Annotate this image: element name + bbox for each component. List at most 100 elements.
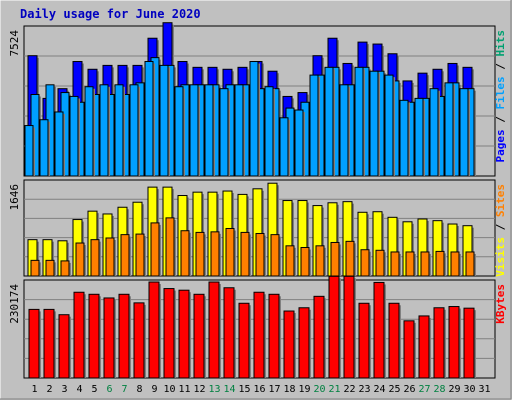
legend-kbytes: KBytes [494,284,507,324]
bar-sites [165,217,175,277]
panel-bottom: 230174 KBytes [8,275,507,379]
bar-kbytes [163,288,175,379]
panel-top: 7524 Pages / Files / Hits [8,22,507,177]
bar-sites [195,231,205,277]
bar-sites [435,250,445,277]
bar-hits [444,82,454,177]
bar-hits [279,117,289,177]
panel-bottom-ymax-label: 230174 [8,284,21,324]
bar-kbytes [223,287,235,379]
x-tick-label: 14 [223,384,235,395]
bar-hits [174,86,184,177]
bar-kbytes [88,293,100,379]
bar-sites [390,251,400,277]
x-tick-label: 11 [178,384,190,395]
bar-kbytes [103,297,115,379]
bar-kbytes [283,310,295,379]
bar-kbytes [268,293,280,379]
x-tick-label: 17 [268,384,280,395]
x-tick-label: 28 [433,384,445,395]
panel-middle: 1646 Visits / Sites [8,179,507,277]
bar-hits [369,70,379,177]
bar-hits [399,99,409,177]
bar-hits [69,95,79,177]
x-tick-label: 4 [76,384,82,395]
bar-hits [384,74,394,177]
x-tick-label: 10 [163,384,175,395]
bar-kbytes [253,291,265,379]
bar-sites [375,249,385,277]
x-tick-label: 18 [283,384,295,395]
bar-hits [99,84,109,177]
panel-middle-legend: Visits / Sites [494,184,507,277]
bar-kbytes [58,314,70,379]
bar-kbytes [28,308,40,379]
bar-hits [459,88,469,177]
bar-kbytes [208,281,220,379]
bar-sites [150,222,160,277]
x-tick-label: 2 [46,384,52,395]
bar-hits [339,84,349,177]
bar-sites [90,239,100,277]
bar-sites [75,242,85,277]
x-axis-labels: 1 2 3 4 5 6 7 8 9 10 11 12 13 14 15 16 17 18 19 20 21 22 23 24 2… [31,384,490,395]
panel-middle-ymax-label: 1646 [8,184,21,211]
bar-sites [120,234,130,277]
x-tick-label: 19 [298,384,310,395]
bar-sites [180,230,190,277]
x-tick-label: 26 [403,384,415,395]
x-tick-label: 25 [388,384,400,395]
bar-hits [144,61,154,177]
bar-sites [465,251,475,277]
bar-kbytes [238,302,250,379]
bar-kbytes [388,302,400,379]
bar-hits [414,97,424,177]
bar-kbytes [43,308,55,379]
panel-bottom-bars [28,275,476,379]
bar-sites [240,231,250,277]
bar-hits [24,125,34,177]
bar-sites [345,240,355,277]
bar-sites [105,237,115,277]
x-tick-label: 22 [343,384,355,395]
x-tick-label: 12 [193,384,205,395]
bar-kbytes [373,281,385,379]
bar-hits [219,88,229,177]
bar-kbytes [448,306,460,379]
bar-kbytes [298,307,310,379]
x-tick-label: 31 [478,384,490,395]
bar-sites [405,251,415,277]
bar-kbytes [178,289,190,379]
legend-hits: Hits [494,30,507,57]
bar-kbytes [463,307,475,379]
legend-separator: / [494,217,507,237]
x-tick-label: 21 [328,384,340,395]
bar-kbytes [433,307,445,379]
panel-middle-bars [27,182,476,277]
legend-sites: Sites [494,184,507,217]
x-tick-label: 24 [373,384,385,395]
bar-sites [30,259,40,277]
chart-title: Daily usage for June 2020 [20,7,201,21]
panel-bottom-legend: KBytes [494,284,507,324]
legend-pages: Pages [494,129,507,162]
bar-sites [60,260,70,277]
bar-sites [450,251,460,277]
x-tick-label: 15 [238,384,250,395]
bar-sites [225,227,235,277]
bar-kbytes [148,281,160,379]
x-tick-label: 1 [31,384,37,395]
bar-kbytes [313,295,325,379]
x-tick-label: 8 [136,384,142,395]
bar-hits [249,61,259,177]
x-tick-label: 29 [448,384,460,395]
x-tick-label: 23 [358,384,370,395]
bar-hits [204,84,214,177]
bar-hits [309,74,319,177]
bar-kbytes [403,320,415,379]
x-tick-label: 9 [151,384,157,395]
bar-sites [45,259,55,277]
chart-panels: 7524 Pages / Files / Hits 1646 Visits / Sit… [8,22,507,379]
x-tick-label: 20 [313,384,325,395]
